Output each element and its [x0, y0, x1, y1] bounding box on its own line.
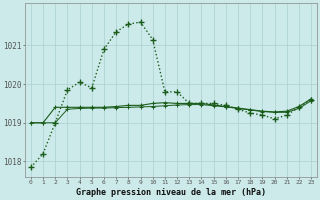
X-axis label: Graphe pression niveau de la mer (hPa): Graphe pression niveau de la mer (hPa): [76, 188, 266, 197]
